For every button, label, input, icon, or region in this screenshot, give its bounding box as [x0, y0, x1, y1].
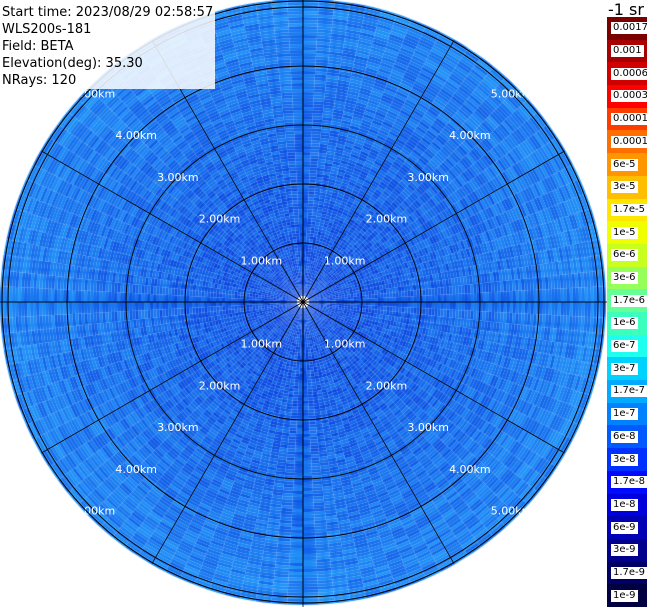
range-ring [7, 6, 599, 598]
range-ring [66, 65, 540, 539]
colorbar-tick-label: 1e-6 [611, 317, 638, 330]
range-ring-label: 4.00km [115, 463, 157, 476]
start-time-label: Start time: 2023/08/29 02:58:57 [0, 4, 216, 21]
colorbar-tick-label: 0.001 [611, 45, 644, 58]
range-ring-label: 3.00km [407, 421, 449, 434]
colorbar-tick-label: 3e-6 [611, 271, 638, 284]
colorbar-tick-label: 1.7e-8 [611, 476, 647, 489]
colorbar-tick-label: 3e-9 [611, 544, 638, 557]
colorbar-tick-label: 6e-9 [611, 521, 638, 534]
range-ring-label: 4.00km [115, 129, 157, 142]
colorbar-tick-label: 1.7e-5 [611, 203, 647, 216]
colorbar-tick-label: 3e-7 [611, 362, 638, 375]
colorbar-tick-label: 6e-5 [611, 158, 638, 171]
range-ring-label: 2.00km [366, 213, 408, 226]
range-ring-label: 4.00km [449, 463, 491, 476]
range-ring-label: 4.00km [449, 129, 491, 142]
azimuth-spoke [302, 150, 565, 303]
range-ring-label: 1.00km [240, 338, 282, 351]
azimuth-spoke [41, 150, 304, 303]
colorbar-tick-label: 0.0017 [611, 22, 647, 35]
colorbar-tick-label: 1.7e-7 [611, 385, 647, 398]
range-ring-label: 3.00km [157, 421, 199, 434]
azimuth-spoke [41, 301, 304, 454]
info-panel: Start time: 2023/08/29 02:58:57 WLS200s-… [0, 4, 216, 89]
azimuth-spoke [302, 40, 455, 303]
colorbar-unit: -1 sr [608, 0, 644, 19]
range-ring [125, 124, 481, 480]
range-ring-label: 2.00km [366, 379, 408, 392]
colorbar-tick-label: 3e-5 [611, 181, 638, 194]
range-ring-label: 3.00km [407, 171, 449, 184]
azimuth-spoke [302, 301, 565, 454]
range-ring-label: 1.00km [324, 254, 366, 267]
colorbar-tick-label: 6e-7 [611, 340, 638, 353]
range-ring-label: 5.00km [74, 87, 116, 100]
colorbar-tick-label: 1e-9 [611, 589, 638, 602]
azimuth-spoke [302, 301, 455, 564]
range-ring-label: 1.00km [240, 254, 282, 267]
colorbar-tick-label: 6e-6 [611, 249, 638, 262]
colorbar-tick-label: 1e-7 [611, 408, 638, 421]
colorbar-tick-label: 0.0003 [611, 90, 647, 103]
device-label: WLS200s-181 [0, 21, 216, 38]
colorbar-tick-label: 1.7e-6 [611, 294, 647, 307]
colorbar-tick-label: 0.0001 [611, 135, 647, 148]
colorbar-tick-label: 1e-5 [611, 226, 638, 239]
colorbar-tick-label: 0.00017 [611, 113, 647, 126]
colorbar-tick-label: 0.0006 [611, 67, 647, 80]
colorbar-tick-label: 1.7e-9 [611, 566, 647, 579]
colorbar-tick-label: 6e-8 [611, 430, 638, 443]
range-ring-label: 5.00km [491, 87, 533, 100]
field-label: Field: BETA [0, 38, 216, 55]
range-ring-label: 2.00km [199, 379, 241, 392]
range-ring-label: 1.00km [324, 338, 366, 351]
range-ring [184, 183, 422, 421]
range-ring-label: 2.00km [199, 213, 241, 226]
range-ring-label: 3.00km [157, 171, 199, 184]
colorbar-tick-label: 1e-8 [611, 498, 638, 511]
range-ring-label: 5.00km [74, 505, 116, 518]
elevation-label: Elevation(deg): 35.30 [0, 55, 216, 72]
range-ring-label: 5.00km [491, 505, 533, 518]
colorbar: 0.0017 0.001 0.0006 0.0003 0.00017 0.0001 6e-5… [607, 17, 647, 607]
nrays-label: NRays: 120 [0, 72, 216, 89]
range-ring-overlay: 1.00km 1.00km 1.00km 1.00km 2.00km 2.00km 2.00… [0, 0, 607, 607]
range-ring [243, 242, 363, 362]
colorbar-tick-label: 3e-8 [611, 453, 638, 466]
outer-ring [1, 0, 605, 604]
azimuth-spoke [151, 301, 304, 564]
